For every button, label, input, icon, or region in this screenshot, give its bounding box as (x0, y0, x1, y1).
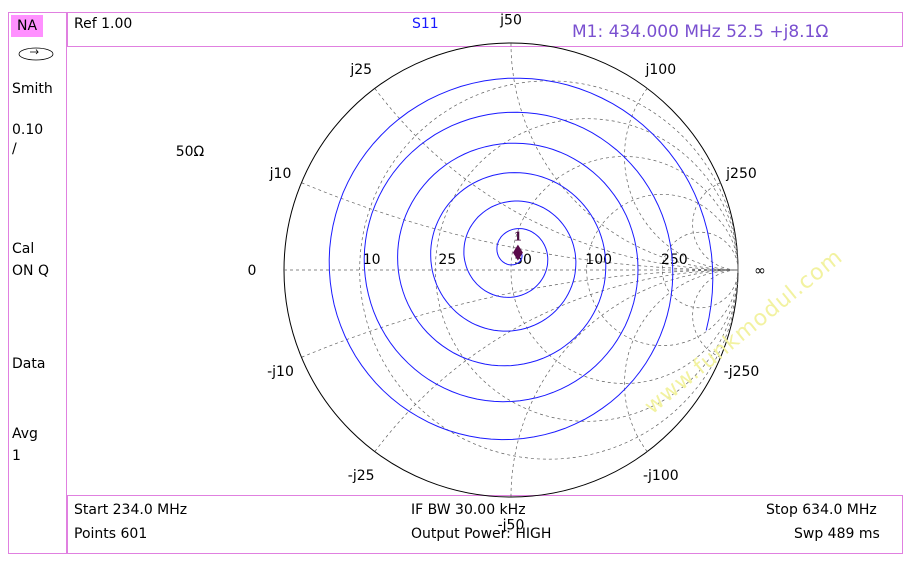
if-bandwidth[interactable]: IF BW 30.00 kHz (411, 502, 526, 518)
tick-label-r-10: 10 (363, 252, 381, 268)
output-power[interactable]: Output Power: HIGH (411, 526, 552, 542)
tick-label-x-pos-10: j10 (269, 166, 292, 182)
tick-label-r-100: 100 (585, 252, 612, 268)
avg-label[interactable]: Avg (12, 426, 38, 442)
header-bar (67, 12, 903, 47)
reference-impedance-label: 50Ω (176, 144, 205, 160)
tick-label-zero: 0 (248, 263, 257, 279)
data-label[interactable]: Data (12, 356, 46, 372)
s11-trace (328, 77, 714, 441)
marker-1-label: 1 (514, 230, 522, 244)
smith-format-icon (18, 47, 54, 61)
tick-label-x-neg-10: -j10 (267, 364, 294, 380)
sweep-time: Swp 489 ms (794, 526, 880, 542)
tick-label-r-25: 25 (438, 252, 456, 268)
stop-frequency[interactable]: Stop 634.0 MHz (766, 502, 877, 518)
scale-value[interactable]: 0.10 (12, 122, 44, 138)
tick-label-r-250: 250 (661, 252, 688, 268)
mode-indicator[interactable]: NA (11, 15, 43, 37)
marker-1-diamond (512, 244, 523, 261)
marker-readout: M1: 434.000 MHz 52.5 +j8.1Ω (572, 22, 829, 42)
tick-label-x-neg-100: -j100 (643, 468, 679, 484)
resistance-circle-250 (661, 231, 739, 309)
tick-label-x-neg-25: -j25 (348, 468, 375, 484)
reactance-arc-neg250 (692, 269, 738, 358)
tick-label-x-neg-250: -j250 (724, 364, 760, 380)
sidebar-panel (8, 12, 67, 554)
trace-name[interactable]: S11 (412, 16, 439, 32)
cal-label[interactable]: Cal (12, 241, 35, 257)
tick-label-x-pos-25: j25 (349, 62, 372, 78)
points-count[interactable]: Points 601 (74, 526, 148, 542)
tick-label-infinity: ∞ (754, 263, 766, 279)
avg-value: 1 (12, 448, 21, 464)
tick-label-x-pos-100: j100 (645, 62, 677, 78)
scale-unit: / (12, 141, 17, 157)
reference-level[interactable]: Ref 1.00 (74, 16, 133, 32)
cal-state: ON Q (12, 263, 49, 279)
tick-label-x-pos-250: j250 (725, 166, 757, 182)
reactance-arc-pos100 (624, 88, 738, 271)
tick-label-x-pos-50: j50 (499, 12, 522, 28)
reactance-arc-pos250 (692, 182, 738, 271)
tick-label-x-neg-50: -j50 (498, 518, 525, 534)
start-frequency[interactable]: Start 234.0 MHz (74, 502, 188, 518)
format-label[interactable]: Smith (12, 81, 53, 97)
